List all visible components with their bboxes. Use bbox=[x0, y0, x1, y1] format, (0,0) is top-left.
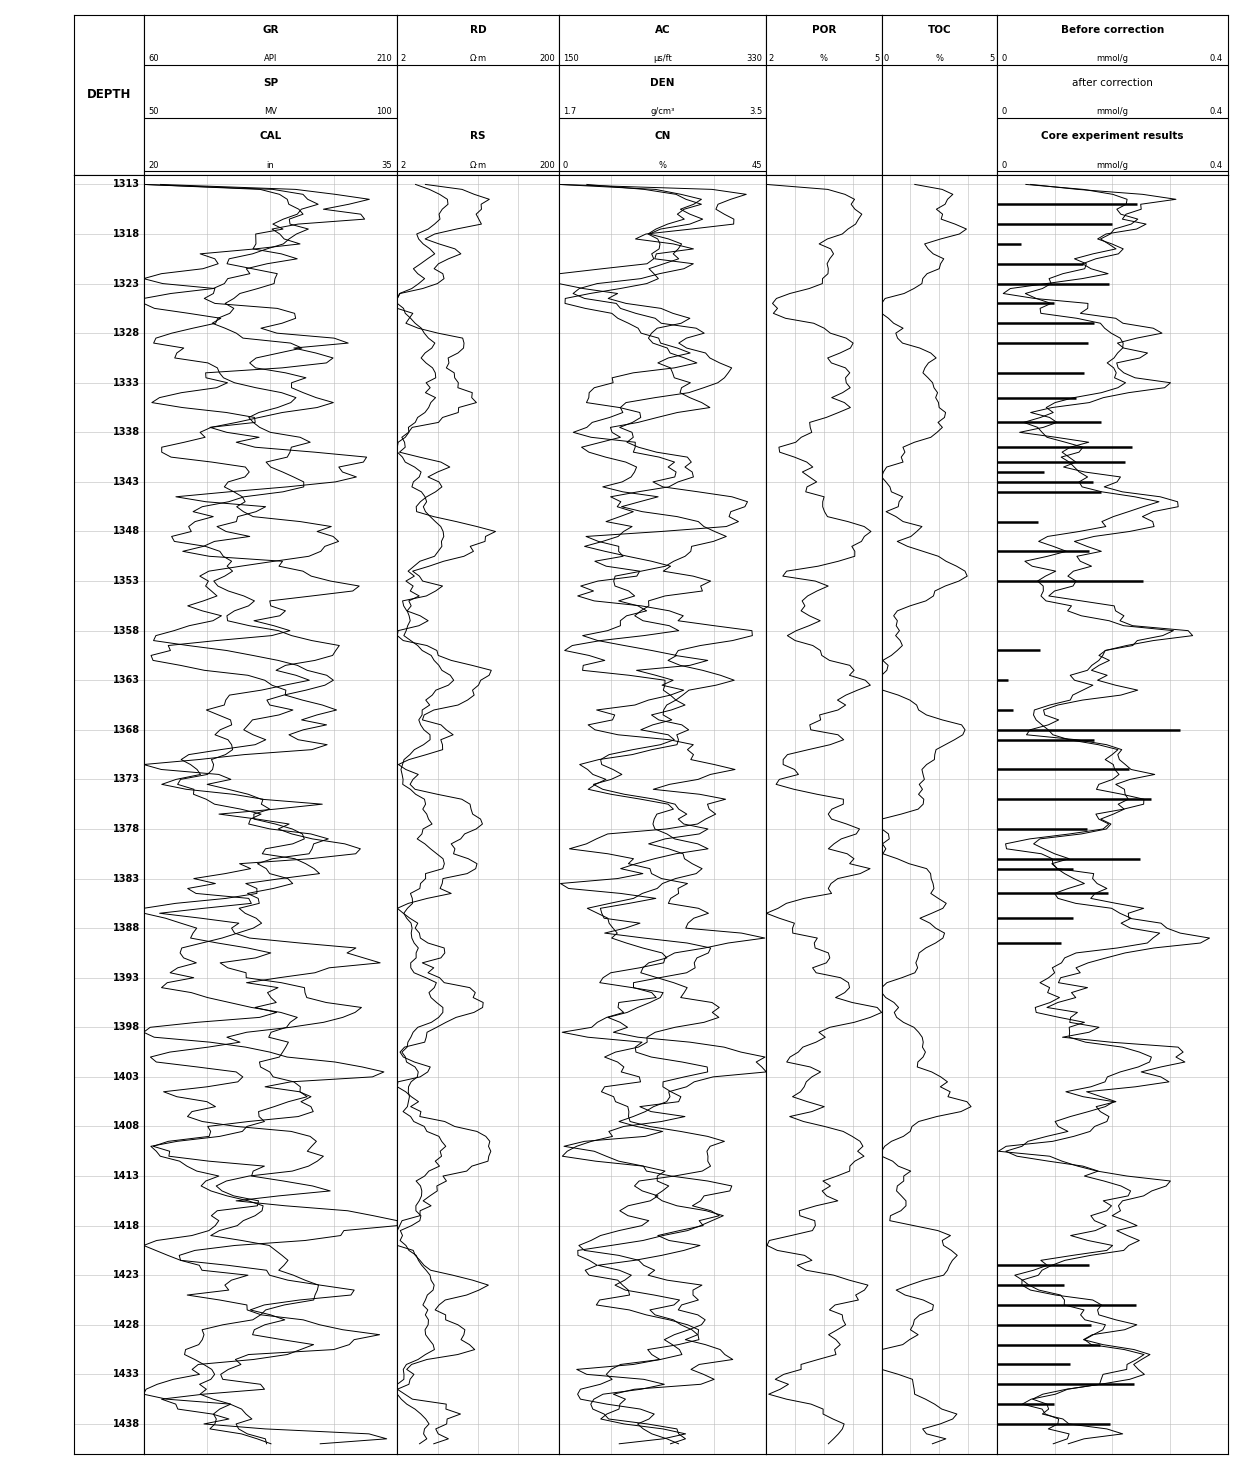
Text: 1388: 1388 bbox=[113, 923, 140, 934]
Text: 1328: 1328 bbox=[113, 329, 140, 337]
Text: 0.4: 0.4 bbox=[1210, 108, 1223, 117]
Text: API: API bbox=[264, 54, 277, 63]
Text: %: % bbox=[935, 54, 944, 63]
Text: 0: 0 bbox=[1002, 161, 1007, 169]
Text: 1413: 1413 bbox=[113, 1172, 140, 1180]
Text: 0: 0 bbox=[1002, 54, 1007, 63]
Text: 1393: 1393 bbox=[113, 973, 140, 983]
Text: 200: 200 bbox=[539, 161, 556, 169]
Text: MV: MV bbox=[264, 108, 277, 117]
Text: RS: RS bbox=[470, 131, 486, 142]
Text: RD: RD bbox=[470, 25, 486, 35]
Text: 210: 210 bbox=[377, 54, 392, 63]
Text: 1428: 1428 bbox=[113, 1319, 140, 1330]
Text: 1363: 1363 bbox=[113, 675, 140, 685]
Text: 5: 5 bbox=[874, 54, 879, 63]
Text: 1333: 1333 bbox=[113, 378, 140, 387]
Text: DEPTH: DEPTH bbox=[87, 88, 131, 101]
Text: Ω·m: Ω·m bbox=[470, 161, 486, 169]
Text: 1348: 1348 bbox=[113, 526, 140, 536]
Text: 1438: 1438 bbox=[113, 1419, 140, 1429]
Text: 1343: 1343 bbox=[113, 476, 140, 487]
Text: 60: 60 bbox=[149, 54, 159, 63]
Text: 3.5: 3.5 bbox=[749, 108, 763, 117]
Text: mmol/g: mmol/g bbox=[1096, 54, 1128, 63]
Text: Before correction: Before correction bbox=[1060, 25, 1164, 35]
Text: CN: CN bbox=[655, 131, 671, 142]
Text: 0.4: 0.4 bbox=[1210, 161, 1223, 169]
Text: 1368: 1368 bbox=[113, 725, 140, 735]
Text: 20: 20 bbox=[149, 161, 159, 169]
Text: Core experiment results: Core experiment results bbox=[1042, 131, 1183, 142]
Text: μs/ft: μs/ft bbox=[653, 54, 672, 63]
Text: 100: 100 bbox=[377, 108, 392, 117]
Text: 0.4: 0.4 bbox=[1210, 54, 1223, 63]
Text: 50: 50 bbox=[149, 108, 159, 117]
Text: 1313: 1313 bbox=[113, 180, 140, 190]
Text: 0: 0 bbox=[884, 54, 889, 63]
Text: 1338: 1338 bbox=[113, 427, 140, 437]
Text: 1318: 1318 bbox=[113, 229, 140, 240]
Text: 5: 5 bbox=[990, 54, 994, 63]
Text: GR: GR bbox=[262, 25, 279, 35]
Text: 0: 0 bbox=[1002, 108, 1007, 117]
Text: in: in bbox=[267, 161, 274, 169]
Text: 1418: 1418 bbox=[113, 1220, 140, 1230]
Text: TOC: TOC bbox=[928, 25, 951, 35]
Text: 1358: 1358 bbox=[113, 625, 140, 636]
Text: 2: 2 bbox=[401, 54, 405, 63]
Text: CAL: CAL bbox=[259, 131, 281, 142]
Text: 1423: 1423 bbox=[113, 1270, 140, 1280]
Text: 1433: 1433 bbox=[113, 1369, 140, 1379]
Text: 2: 2 bbox=[769, 54, 774, 63]
Text: 1408: 1408 bbox=[113, 1122, 140, 1131]
Text: 1378: 1378 bbox=[113, 824, 140, 834]
Text: Ω·m: Ω·m bbox=[470, 54, 486, 63]
Text: 35: 35 bbox=[382, 161, 392, 169]
Text: after correction: after correction bbox=[1071, 77, 1153, 88]
Text: 0: 0 bbox=[563, 161, 568, 169]
Text: 1403: 1403 bbox=[113, 1072, 140, 1083]
Text: AC: AC bbox=[655, 25, 671, 35]
Text: %: % bbox=[658, 161, 667, 169]
Text: mmol/g: mmol/g bbox=[1096, 108, 1128, 117]
Text: 45: 45 bbox=[751, 161, 763, 169]
Text: 1373: 1373 bbox=[113, 774, 140, 785]
Text: DEN: DEN bbox=[650, 77, 675, 88]
Text: 1.7: 1.7 bbox=[563, 108, 577, 117]
Text: mmol/g: mmol/g bbox=[1096, 161, 1128, 169]
Text: POR: POR bbox=[812, 25, 836, 35]
Text: 1398: 1398 bbox=[113, 1023, 140, 1033]
Text: 1383: 1383 bbox=[113, 874, 140, 884]
Text: 1323: 1323 bbox=[113, 279, 140, 289]
Text: 2: 2 bbox=[401, 161, 405, 169]
Text: 200: 200 bbox=[539, 54, 556, 63]
Text: g/cm³: g/cm³ bbox=[650, 108, 675, 117]
Text: %: % bbox=[820, 54, 828, 63]
Text: 330: 330 bbox=[746, 54, 763, 63]
Text: SP: SP bbox=[263, 77, 278, 88]
Text: 1353: 1353 bbox=[113, 576, 140, 586]
Text: 150: 150 bbox=[563, 54, 579, 63]
